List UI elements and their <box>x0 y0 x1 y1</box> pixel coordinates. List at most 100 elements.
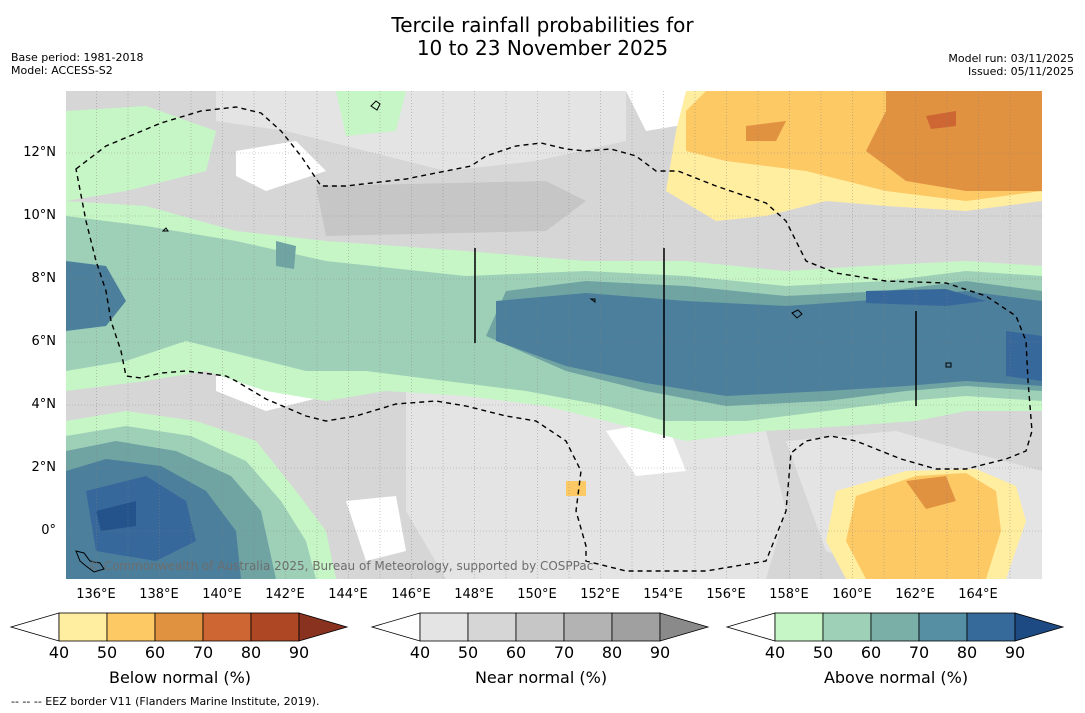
lon-tick: 136°E <box>76 587 116 602</box>
title-line-1: Tercile rainfall probabilities for <box>391 13 694 37</box>
lon-tick: 146°E <box>391 587 431 602</box>
colorbar-tick-label: 70 <box>192 643 214 662</box>
title-line-2: 10 to 23 November 2025 <box>416 36 669 60</box>
lon-tick: 152°E <box>580 587 620 602</box>
colorbar-tick-label: 40 <box>409 643 431 662</box>
copyright-notice: © Commonwealth of Australia 2025, Bureau… <box>88 559 593 573</box>
lon-tick: 140°E <box>202 587 242 602</box>
issued-date: Issued: 05/11/2025 <box>967 65 1074 78</box>
colorbar-tick-label: 60 <box>144 643 166 662</box>
below-normal-60-ne <box>866 91 1042 191</box>
colorbar-near-normal <box>370 612 710 642</box>
colorbar-tick-label: 90 <box>649 643 671 662</box>
colorbar-tick-label: 80 <box>240 643 262 662</box>
colorbar-segment <box>250 612 300 642</box>
above-normal-90-sw <box>96 501 136 531</box>
colorbar-segment <box>202 612 252 642</box>
colorbar-above-normal <box>725 612 1065 642</box>
lon-tick: 156°E <box>706 587 746 602</box>
lon-tick: 138°E <box>139 587 179 602</box>
colorbar-extend-high <box>659 612 710 642</box>
no-signal-patch <box>236 141 326 191</box>
colorbar-tick-label: 70 <box>553 643 575 662</box>
no-signal-patch <box>346 496 406 561</box>
graticule <box>66 91 1042 579</box>
colorbar-tick-label: 60 <box>860 643 882 662</box>
lon-tick: 142°E <box>265 587 305 602</box>
colorbar-segment <box>563 612 613 642</box>
lon-tick: 148°E <box>454 587 494 602</box>
colorbar-segment <box>918 612 968 642</box>
colorbar-tick-label: 50 <box>812 643 834 662</box>
lon-tick: 144°E <box>328 587 368 602</box>
colorbar-extend-low <box>370 612 421 642</box>
above-normal-40 <box>66 106 216 201</box>
above-normal-70-band <box>496 291 1042 396</box>
colorbar-tick-label: 40 <box>764 643 786 662</box>
lon-tick: 158°E <box>769 587 809 602</box>
colorbar-segment <box>515 612 565 642</box>
colorbar-label-above: Above normal (%) <box>823 668 969 687</box>
colorbar-segment <box>611 612 661 642</box>
colorbar-segment <box>467 612 517 642</box>
lat-tick-2n: 2°N <box>31 460 57 475</box>
islands <box>75 100 952 573</box>
rainfall-map: © Commonwealth of Australia 2025, Bureau… <box>66 91 1042 579</box>
lat-tick-12n: 12°N <box>23 145 56 160</box>
near-normal-40-north <box>216 91 626 171</box>
colorbar-segment <box>774 612 824 642</box>
colorbar-tick-label: 50 <box>96 643 118 662</box>
lat-tick-4n: 4°N <box>31 397 57 412</box>
colorbar-extend-low <box>725 612 776 642</box>
above-normal-70-west <box>66 261 126 331</box>
lon-tick: 154°E <box>643 587 683 602</box>
colorbar-tick-label: 60 <box>505 643 527 662</box>
above-normal-80-patch <box>1006 331 1042 381</box>
colorbar-segment <box>106 612 156 642</box>
colorbars <box>9 612 1065 642</box>
colorbar-tick-label: 80 <box>601 643 623 662</box>
colorbar-tick-label: 80 <box>956 643 978 662</box>
colorbar-segment <box>870 612 920 642</box>
colorbar-extend-high <box>298 612 349 642</box>
lon-tick: 162°E <box>895 587 935 602</box>
above-normal-80-sw <box>86 476 196 561</box>
colorbar-tick-label: 50 <box>457 643 479 662</box>
model-name: Model: ACCESS-S2 <box>11 64 113 77</box>
lat-tick-10n: 10°N <box>23 208 56 223</box>
above-normal-60-dot <box>276 241 296 269</box>
colorbar-extend-low <box>9 612 60 642</box>
lon-tick: 164°E <box>958 587 998 602</box>
base-period: Base period: 1981-2018 <box>11 51 144 64</box>
colorbar-segment <box>154 612 204 642</box>
meta-left: Base period: 1981-2018 Model: ACCESS-S2 <box>11 51 143 77</box>
colorbar-tick-label: 90 <box>288 643 310 662</box>
near-normal-60-patch <box>316 181 586 236</box>
eez-border <box>75 106 1033 572</box>
eez-footnote: -- -- -- EEZ border V11 (Flanders Marine… <box>11 695 320 708</box>
below-normal-50-se <box>846 473 1001 579</box>
colorbar-label-below: Below normal (%) <box>108 668 252 687</box>
meta-right: Model run: 03/11/2025 Issued: 05/11/2025 <box>948 52 1074 78</box>
colorbar-label-near: Near normal (%) <box>474 668 608 687</box>
colorbar-segment <box>966 612 1016 642</box>
below-normal-60-patch <box>906 476 956 509</box>
above-normal-40 <box>336 91 406 136</box>
colorbar-tick-label: 70 <box>908 643 930 662</box>
lat-tick-6n: 6°N <box>31 334 57 349</box>
lon-tick: 150°E <box>517 587 557 602</box>
lat-tick-8n: 8°N <box>31 271 57 286</box>
colorbar-tick-label: 90 <box>1004 643 1026 662</box>
above-normal-80-patch <box>866 289 986 306</box>
colorbar-segment <box>822 612 872 642</box>
below-normal-70-patch <box>926 111 956 129</box>
map-title: Tercile rainfall probabilities for 10 to… <box>0 14 1085 60</box>
colorbar-segment <box>419 612 469 642</box>
below-normal-60-patch <box>746 121 786 141</box>
lon-tick: 160°E <box>832 587 872 602</box>
colorbar-segment <box>58 612 108 642</box>
colorbar-extend-high <box>1014 612 1065 642</box>
colorbar-tick-label: 40 <box>48 643 70 662</box>
lat-tick-0: 0° <box>41 523 56 538</box>
colorbar-below-normal <box>9 612 349 642</box>
